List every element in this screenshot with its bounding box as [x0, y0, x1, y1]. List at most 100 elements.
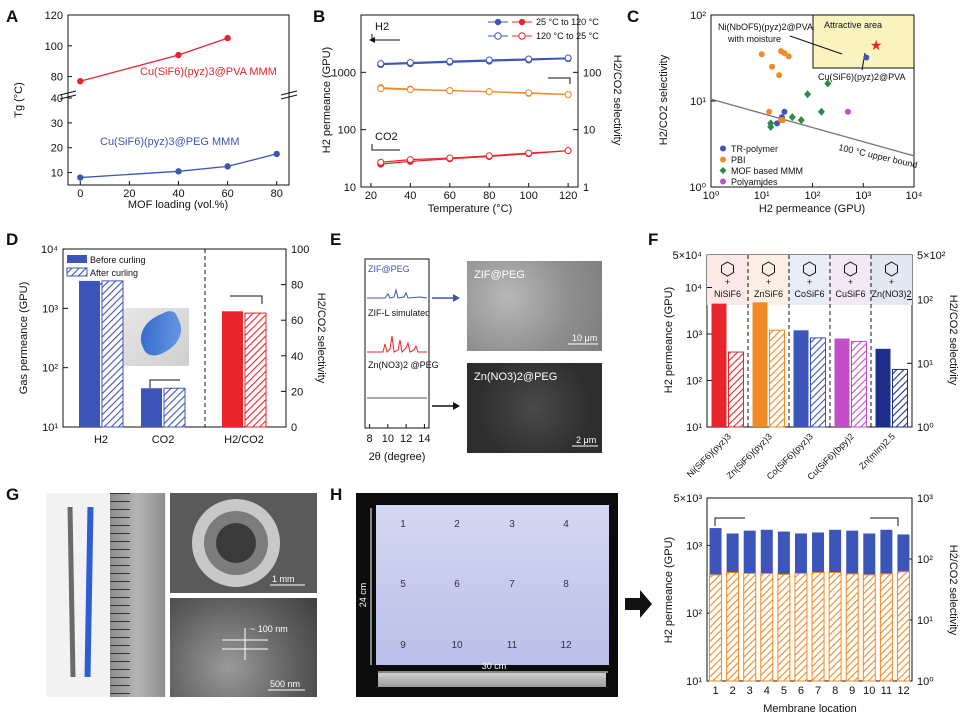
- axis-break-mark: [59, 94, 77, 100]
- panel-f: + NiSiF6 + ZnSiF6 + CoSiF6 + CuSiF6 + Zn(NO3)2 10…: [663, 250, 959, 482]
- precursor-header-bg: [707, 255, 748, 305]
- xrd-label-zn-no3: Zn(NO3)2 @PEG: [368, 360, 439, 370]
- plus-label: +: [889, 277, 894, 287]
- flow-arrow: [625, 590, 652, 618]
- arrow-co2: [371, 144, 400, 151]
- ring-structure-icon: [803, 261, 816, 277]
- data-point: [377, 85, 385, 93]
- category-label: 7: [815, 685, 821, 697]
- attractive-area-label: Attractive area: [824, 20, 882, 30]
- y2-tick-label: 10²: [917, 554, 933, 566]
- x-tick-label: 10⁰: [703, 190, 720, 202]
- bar-permeance: [875, 348, 891, 427]
- curled-membrane-photo: [123, 308, 189, 366]
- y-tick-label: 10²: [686, 376, 702, 388]
- arrow-left-axis: [714, 517, 745, 526]
- panel-a: 0 20 40 60 80 80 100 120 10 20 30 40 MOF loading (v…: [13, 10, 298, 211]
- thickness-label: ~ 100 nm: [250, 624, 288, 634]
- panel-h-photo: 1 2 3 45 6 7 89 10 11 12 24 cm 30 cm: [358, 508, 652, 673]
- data-point: [377, 60, 385, 68]
- data-point: [77, 78, 84, 85]
- arrow-selectivity: [548, 77, 571, 84]
- arrow-h2: [371, 34, 400, 41]
- legend-marker-down-red: [518, 32, 526, 40]
- bar-selectivity: [810, 337, 826, 428]
- annotation-h2: H2: [375, 21, 389, 33]
- x-tick-label: 10³: [855, 190, 871, 202]
- callout-ni: Ni(NbOF5)(pyz)2@PVA: [718, 22, 813, 32]
- data-point: [446, 87, 454, 95]
- scale-label-2um: 2 μm: [576, 435, 596, 445]
- data-point: [781, 50, 788, 57]
- scale-label-500nm: 500 nm: [270, 679, 300, 689]
- precursor-header-bg: [748, 255, 789, 305]
- data-point: [77, 174, 84, 181]
- category-label: 1: [712, 685, 718, 697]
- y-tick-label: 10³: [686, 540, 702, 552]
- data-point: [564, 147, 572, 155]
- legend-swatch-before: [67, 255, 87, 263]
- arrow-head: [369, 37, 375, 43]
- panel-h-frame: [706, 497, 913, 682]
- data-point: [525, 149, 533, 157]
- location-number: 4: [563, 519, 569, 530]
- data-point: [781, 108, 788, 115]
- y-tick-label: 5×10⁴: [672, 250, 702, 262]
- y-tick-label: 40: [51, 93, 63, 105]
- y-tick-label: 100: [338, 125, 356, 137]
- data-point: [804, 90, 812, 99]
- precursor-label: ZnSiF6: [754, 289, 783, 299]
- sem-image-zif-peg: [467, 261, 602, 351]
- axis-break-mark: [59, 90, 77, 96]
- series-line: [380, 88, 569, 96]
- bar-selectivity: [794, 572, 808, 682]
- arrow-head: [453, 402, 460, 410]
- data-point: [485, 152, 493, 160]
- legend-label: MOF based MMM: [731, 166, 803, 176]
- panel-b-ylabel: H2 permeance (GPU): [321, 47, 333, 153]
- bar-after: [163, 387, 186, 428]
- y2-tick-label: 10²: [917, 295, 933, 307]
- data-point: [824, 79, 832, 88]
- bar-before: [222, 311, 243, 427]
- sem-label-zn-no3: Zn(NO3)2@PEG: [474, 371, 557, 383]
- y2-tick-label: 10⁰: [917, 676, 934, 688]
- y-tick-label: 120: [45, 10, 63, 22]
- x-tick-label: 12: [400, 433, 412, 445]
- arrow-right-axis: [230, 295, 263, 304]
- data-point: [564, 54, 572, 62]
- xrd-label-zif-peg: ZIF@PEG: [368, 264, 410, 274]
- x-tick-label: 10²: [805, 190, 821, 202]
- location-number: 1: [400, 519, 406, 530]
- large-membrane-photo: [356, 493, 618, 697]
- y-tick-label: 10⁴: [41, 244, 58, 256]
- location-number: 5: [400, 579, 406, 590]
- axis-break-mark: [280, 90, 298, 96]
- category-label: CO2: [152, 434, 175, 446]
- category-label: 11: [881, 685, 892, 697]
- panel-letter-g: G: [6, 485, 19, 504]
- data-point: [776, 72, 783, 79]
- data-point: [377, 158, 385, 166]
- data-point: [273, 150, 280, 158]
- bar-selectivity: [769, 329, 785, 428]
- data-point: [767, 119, 775, 128]
- panel-a-xlabel: MOF loading (vol.%): [128, 199, 228, 211]
- panel-b-xlabel: Temperature (°C): [428, 203, 512, 215]
- y-tick-label: 80: [51, 72, 63, 84]
- series-label-peg: Cu(SiF6)(pyz)3@PEG MMM: [100, 136, 240, 148]
- x-tick-label: 80: [483, 190, 495, 202]
- xrd-trace-zif-peg: [367, 288, 428, 299]
- panel-c-xlabel: H2 permeance (GPU): [759, 203, 865, 215]
- legend-marker: [720, 156, 726, 163]
- arrow-right-axis: [870, 517, 899, 526]
- panel-c-ylabel: H2/CO2 selectivity: [658, 54, 670, 145]
- xrd-label-zif-l: ZIF-L simulated: [368, 308, 430, 318]
- series-line: [380, 57, 569, 65]
- location-number: 9: [400, 640, 406, 651]
- data-point: [769, 63, 776, 70]
- data-point-star: ★: [870, 38, 883, 54]
- bar-permeance: [711, 303, 727, 427]
- y-tick-label: 10: [344, 182, 356, 194]
- category-label: 2: [730, 685, 736, 697]
